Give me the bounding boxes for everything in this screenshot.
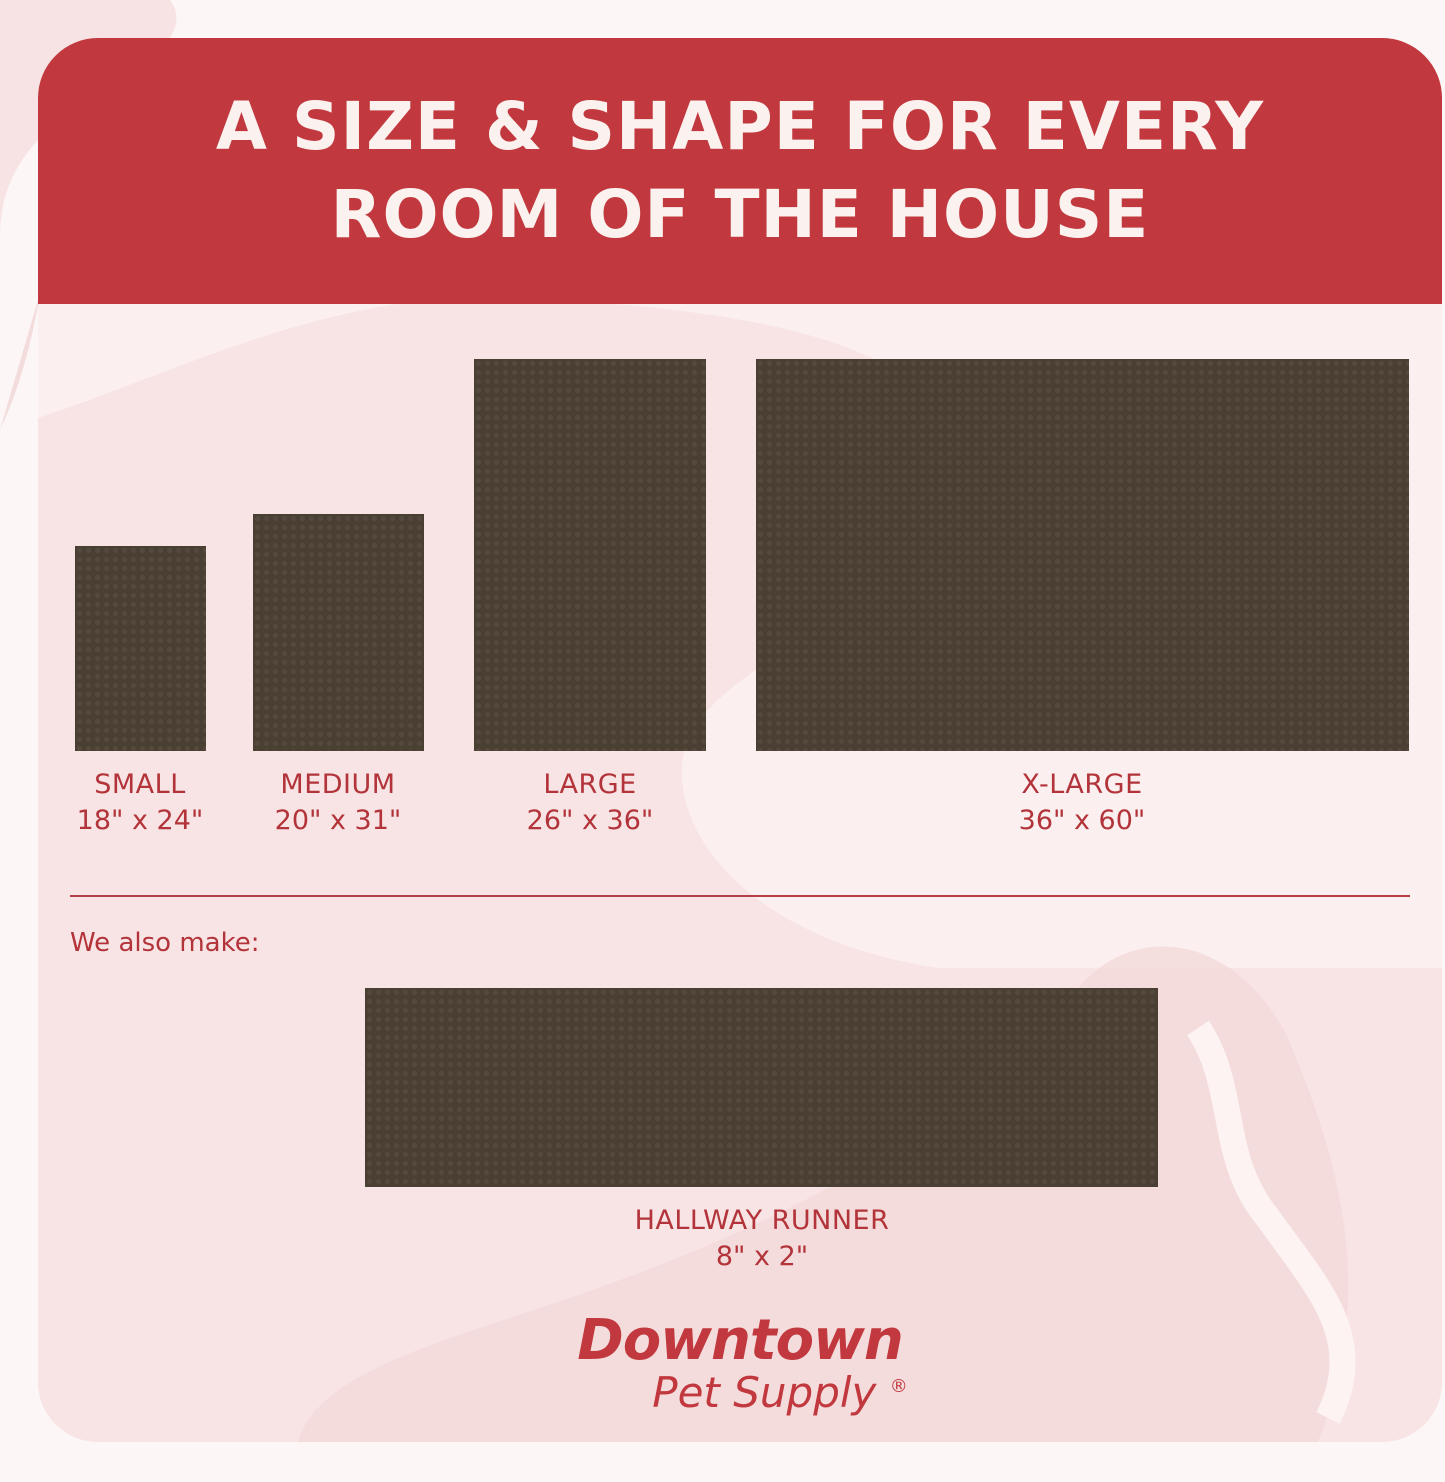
- size-label-large: LARGE 26" x 36": [440, 768, 740, 840]
- title-line-1: A SIZE & SHAPE FOR EVERY: [215, 88, 1265, 165]
- size-dims: 26" x 36": [526, 805, 654, 836]
- size-name: HALLWAY RUNNER: [634, 1205, 890, 1236]
- size-name: SMALL: [94, 769, 186, 800]
- divider: [70, 895, 1410, 897]
- mat-large: [474, 359, 706, 751]
- header-banner: A SIZE & SHAPE FOR EVERY ROOM OF THE HOU…: [38, 38, 1442, 304]
- also-make-label: We also make:: [70, 928, 260, 958]
- size-label-medium: MEDIUM 20" x 31": [188, 768, 488, 840]
- title-line-2: ROOM OF THE HOUSE: [330, 176, 1150, 253]
- brand-logo-line-2: Pet Supply ®: [38, 1368, 1442, 1417]
- size-name: MEDIUM: [280, 769, 396, 800]
- brand-logo-text: Pet Supply: [652, 1368, 877, 1417]
- brand-logo-line-1: Downtown: [577, 1308, 903, 1373]
- size-label-hallway-runner: HALLWAY RUNNER 8" x 2": [612, 1204, 912, 1276]
- size-dims: 8" x 2": [715, 1241, 809, 1272]
- size-label-x-large: X-LARGE 36" x 60": [932, 768, 1232, 840]
- size-name: LARGE: [543, 769, 637, 800]
- size-label-small: SMALL 18" x 24": [38, 768, 290, 840]
- size-dims: 36" x 60": [1018, 805, 1146, 836]
- size-dims: 18" x 24": [76, 805, 204, 836]
- size-card: A SIZE & SHAPE FOR EVERY ROOM OF THE HOU…: [38, 38, 1442, 1442]
- registered-mark: ®: [889, 1376, 908, 1397]
- mat-small: [75, 546, 206, 751]
- size-name: X-LARGE: [1021, 769, 1143, 800]
- size-dims: 20" x 31": [274, 805, 402, 836]
- mat-x-large: [756, 359, 1409, 751]
- mat-medium: [253, 514, 424, 751]
- mat-hallway-runner: [365, 988, 1158, 1187]
